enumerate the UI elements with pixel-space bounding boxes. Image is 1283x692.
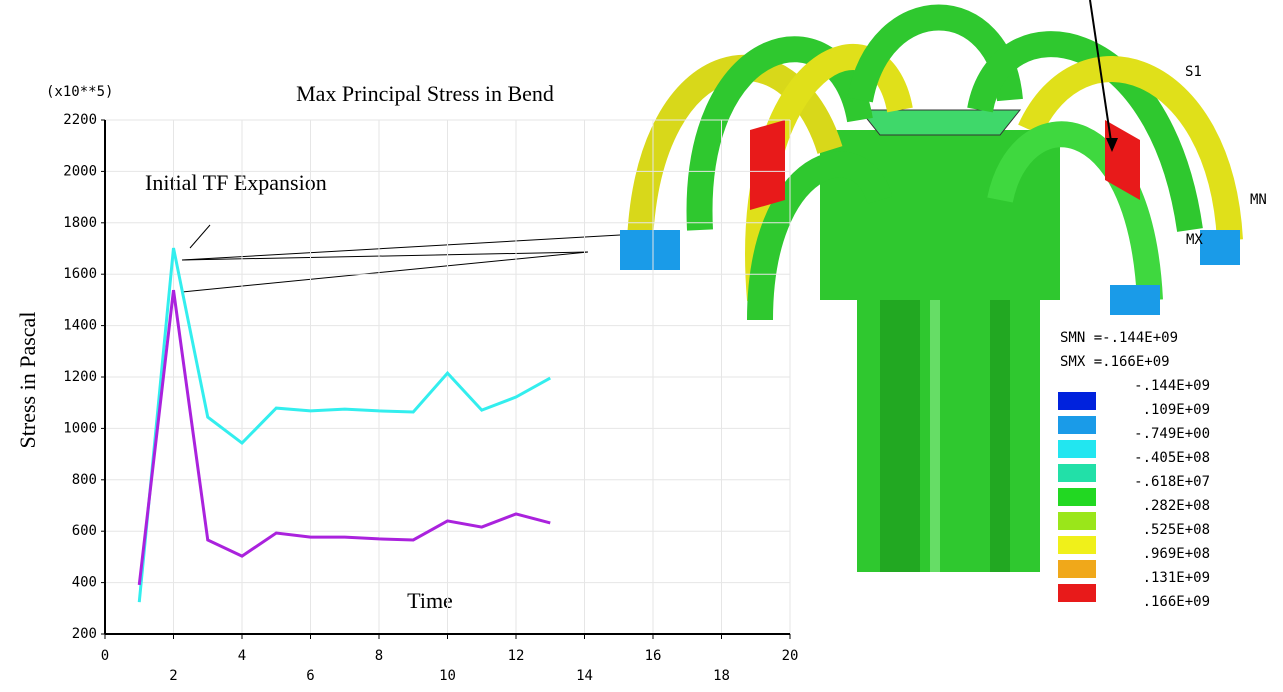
x-tick-label: 2 xyxy=(169,668,177,684)
hub-top xyxy=(858,109,1022,136)
scale-note: (x10**5) xyxy=(46,84,113,100)
legend-level: -.144E+09 xyxy=(1134,378,1210,394)
x-tick-label: 4 xyxy=(238,648,246,664)
legend-level: -.405E+08 xyxy=(1134,450,1210,466)
x-tick-label: 14 xyxy=(576,668,593,684)
legend-level: .109E+09 xyxy=(1143,402,1210,418)
x-tick-label: 20 xyxy=(782,648,799,664)
model-label: S1 xyxy=(1185,64,1202,80)
coil-arcs xyxy=(627,4,1243,321)
legend-smn: SMN =-.144E+09 xyxy=(1060,330,1178,346)
legend-level: .131E+09 xyxy=(1143,570,1210,586)
x-tick-label: 0 xyxy=(101,648,109,664)
y-tick-label: 400 xyxy=(72,575,97,591)
legend-level: .525E+08 xyxy=(1143,522,1210,538)
leader-line xyxy=(181,234,621,261)
column-face xyxy=(930,300,940,572)
chart-title: Max Principal Stress in Bend xyxy=(296,81,554,106)
x-axis-label: Time xyxy=(407,588,453,613)
legend-swatch xyxy=(1058,416,1096,434)
series-line xyxy=(137,247,551,603)
y-axis-label: Stress in Pascal xyxy=(15,312,40,449)
arrow xyxy=(1089,0,1113,149)
model-label: MX xyxy=(1186,232,1203,248)
x-tick-label: 16 xyxy=(645,648,662,664)
leader-line xyxy=(189,224,211,249)
y-tick-label: 1600 xyxy=(63,266,97,282)
coil-end xyxy=(620,230,680,270)
fea-model xyxy=(620,0,1243,572)
legend-level: .282E+08 xyxy=(1143,498,1210,514)
column-face xyxy=(990,300,1010,572)
coil-end xyxy=(1110,285,1160,315)
y-tick-label: 1200 xyxy=(63,369,97,385)
legend-level: -.618E+07 xyxy=(1134,474,1210,490)
legend-level: -.749E+00 xyxy=(1134,426,1210,442)
y-tick-label: 800 xyxy=(72,472,97,488)
series-line xyxy=(137,289,551,586)
y-tick-label: 200 xyxy=(72,626,97,642)
legend-swatch xyxy=(1058,584,1096,602)
x-tick-label: 6 xyxy=(306,668,314,684)
legend-swatch xyxy=(1058,392,1096,410)
leader-line xyxy=(181,251,589,293)
column-face xyxy=(880,300,920,572)
hot-spot xyxy=(750,120,785,210)
coil-end xyxy=(1200,230,1240,265)
y-tick-label: 2000 xyxy=(63,163,97,179)
legend-swatch xyxy=(1058,464,1096,482)
y-tick-label: 1400 xyxy=(63,318,97,334)
x-tick-label: 10 xyxy=(439,668,456,684)
legend-swatch xyxy=(1058,536,1096,554)
legend-swatch xyxy=(1058,560,1096,578)
model-label: MN xyxy=(1250,192,1267,208)
leader-line xyxy=(181,251,589,261)
legend-swatch xyxy=(1058,440,1096,458)
x-tick-label: 12 xyxy=(508,648,525,664)
arrow-head xyxy=(1106,138,1118,152)
legend-swatch xyxy=(1058,512,1096,530)
legend-smx: SMX =.166E+09 xyxy=(1060,354,1170,370)
y-tick-label: 1000 xyxy=(63,420,97,436)
y-tick-label: 1800 xyxy=(63,215,97,231)
annotation: Initial TF Expansion xyxy=(145,170,327,195)
y-tick-label: 600 xyxy=(72,523,97,539)
legend-level: .969E+08 xyxy=(1143,546,1210,562)
y-tick-label: 2200 xyxy=(63,112,97,128)
legend-swatch xyxy=(1058,488,1096,506)
x-tick-label: 8 xyxy=(375,648,383,664)
legend-level: .166E+09 xyxy=(1143,594,1210,610)
x-tick-label: 18 xyxy=(713,668,730,684)
